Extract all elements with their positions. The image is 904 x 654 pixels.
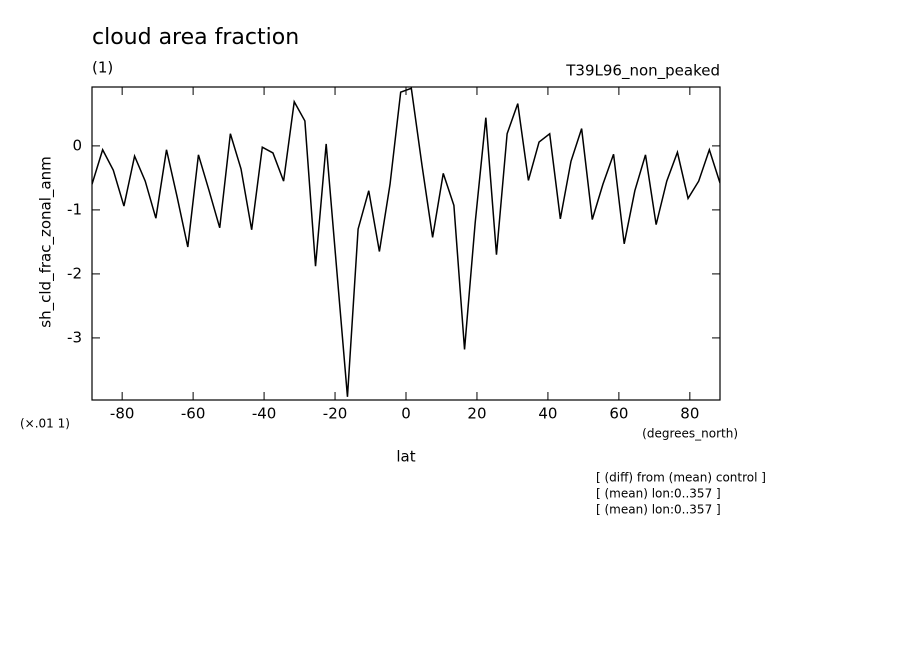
x-tick-label: -20 — [323, 405, 348, 423]
x-tick-label: 0 — [401, 405, 411, 423]
note: [ (mean) lon:0..357 ] — [596, 503, 721, 517]
y-tick-label: -2 — [67, 264, 82, 282]
chart-title: cloud area fraction — [92, 25, 299, 50]
y-tick-label: -3 — [67, 328, 82, 346]
y-tick-label: -1 — [67, 200, 82, 218]
plot-frame — [91, 86, 721, 401]
subtitle: (1) — [92, 59, 113, 77]
x-tick-label: -80 — [110, 405, 135, 423]
y-scale-note: (×.01 1) — [20, 417, 70, 431]
x-tick-label: -40 — [252, 405, 277, 423]
x-units: (degrees_north) — [642, 427, 738, 441]
data-line — [92, 87, 720, 397]
y-axis-label: sh_cld_frac_zonal_anm — [37, 156, 56, 327]
x-tick-label: 40 — [538, 405, 557, 423]
note: [ (diff) from (mean) control ] — [596, 471, 766, 485]
run-label: T39L96_non_peaked — [565, 62, 720, 81]
x-tick-label: 80 — [680, 405, 699, 423]
note: [ (mean) lon:0..357 ] — [596, 487, 721, 501]
x-tick-label: -60 — [181, 405, 206, 423]
x-tick-label: 20 — [467, 405, 486, 423]
x-axis-label: lat — [396, 448, 415, 466]
y-tick-label: 0 — [72, 136, 82, 154]
x-tick-label: 60 — [609, 405, 628, 423]
